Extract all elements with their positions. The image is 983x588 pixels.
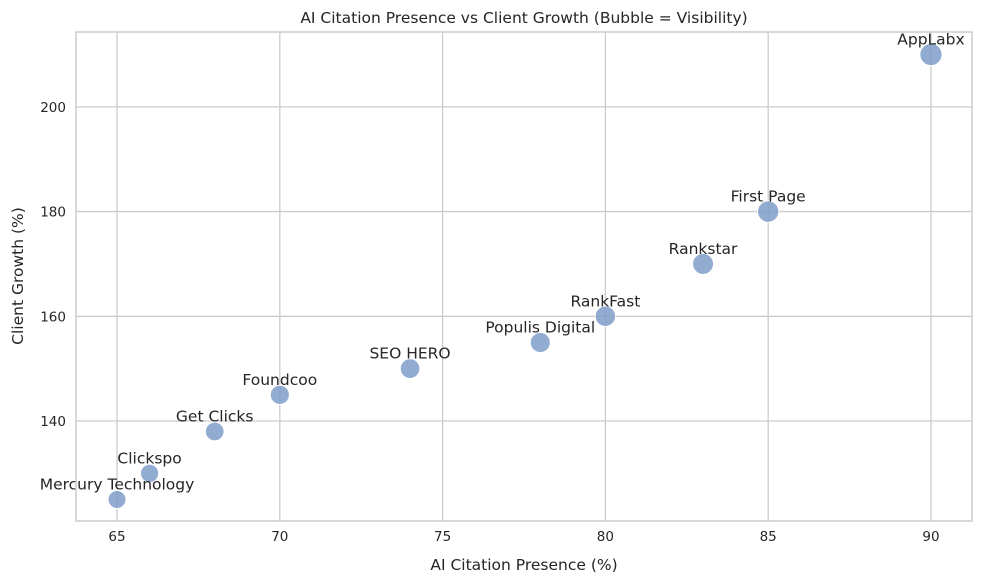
- y-tick-label: 160: [40, 309, 66, 325]
- y-tick-label: 140: [40, 414, 66, 430]
- point-label: AppLabx: [897, 31, 964, 49]
- y-tick-label: 180: [40, 205, 66, 221]
- point-label: Clickspo: [117, 449, 181, 467]
- x-tick-label: 85: [760, 529, 777, 545]
- point-labels: Mercury Technology Clickspo Get Clicks Foun…: [40, 31, 965, 494]
- bubble: [204, 421, 225, 442]
- x-tick-label: 70: [271, 529, 288, 545]
- point-label: SEO HERO: [369, 345, 450, 363]
- point-label: RankFast: [570, 292, 640, 310]
- plot-frame: [75, 31, 973, 522]
- x-tick-label: 90: [922, 529, 939, 545]
- bubble: [107, 490, 127, 510]
- point-label: First Page: [731, 188, 806, 206]
- point-label: Populis Digital: [485, 318, 595, 336]
- x-axis-label: AI Citation Presence (%): [430, 556, 617, 574]
- bubble: [139, 463, 160, 483]
- bubble: [399, 358, 421, 379]
- bubbles: [107, 42, 943, 510]
- bubble: [529, 331, 551, 354]
- y-tick-label: 200: [40, 100, 66, 116]
- bubble: [594, 305, 617, 328]
- point-label: Foundcoo: [242, 371, 317, 389]
- y-axis-label: Client Growth (%): [9, 207, 27, 345]
- chart-title: AI Citation Presence vs Client Growth (B…: [300, 9, 747, 27]
- x-tick-label: 75: [434, 529, 451, 545]
- bubble: [269, 384, 290, 405]
- grid: [76, 32, 972, 521]
- point-label: Rankstar: [669, 240, 738, 258]
- bubble: [756, 200, 780, 223]
- bubble: [919, 42, 943, 67]
- point-label: Get Clicks: [176, 407, 254, 425]
- x-tick-label: 80: [597, 529, 614, 545]
- point-label: Mercury Technology: [40, 476, 195, 494]
- tick-labels: 65 70 75 80 85 90 140 160 180 200: [40, 100, 939, 545]
- x-tick-label: 65: [108, 529, 125, 545]
- bubble: [692, 252, 715, 275]
